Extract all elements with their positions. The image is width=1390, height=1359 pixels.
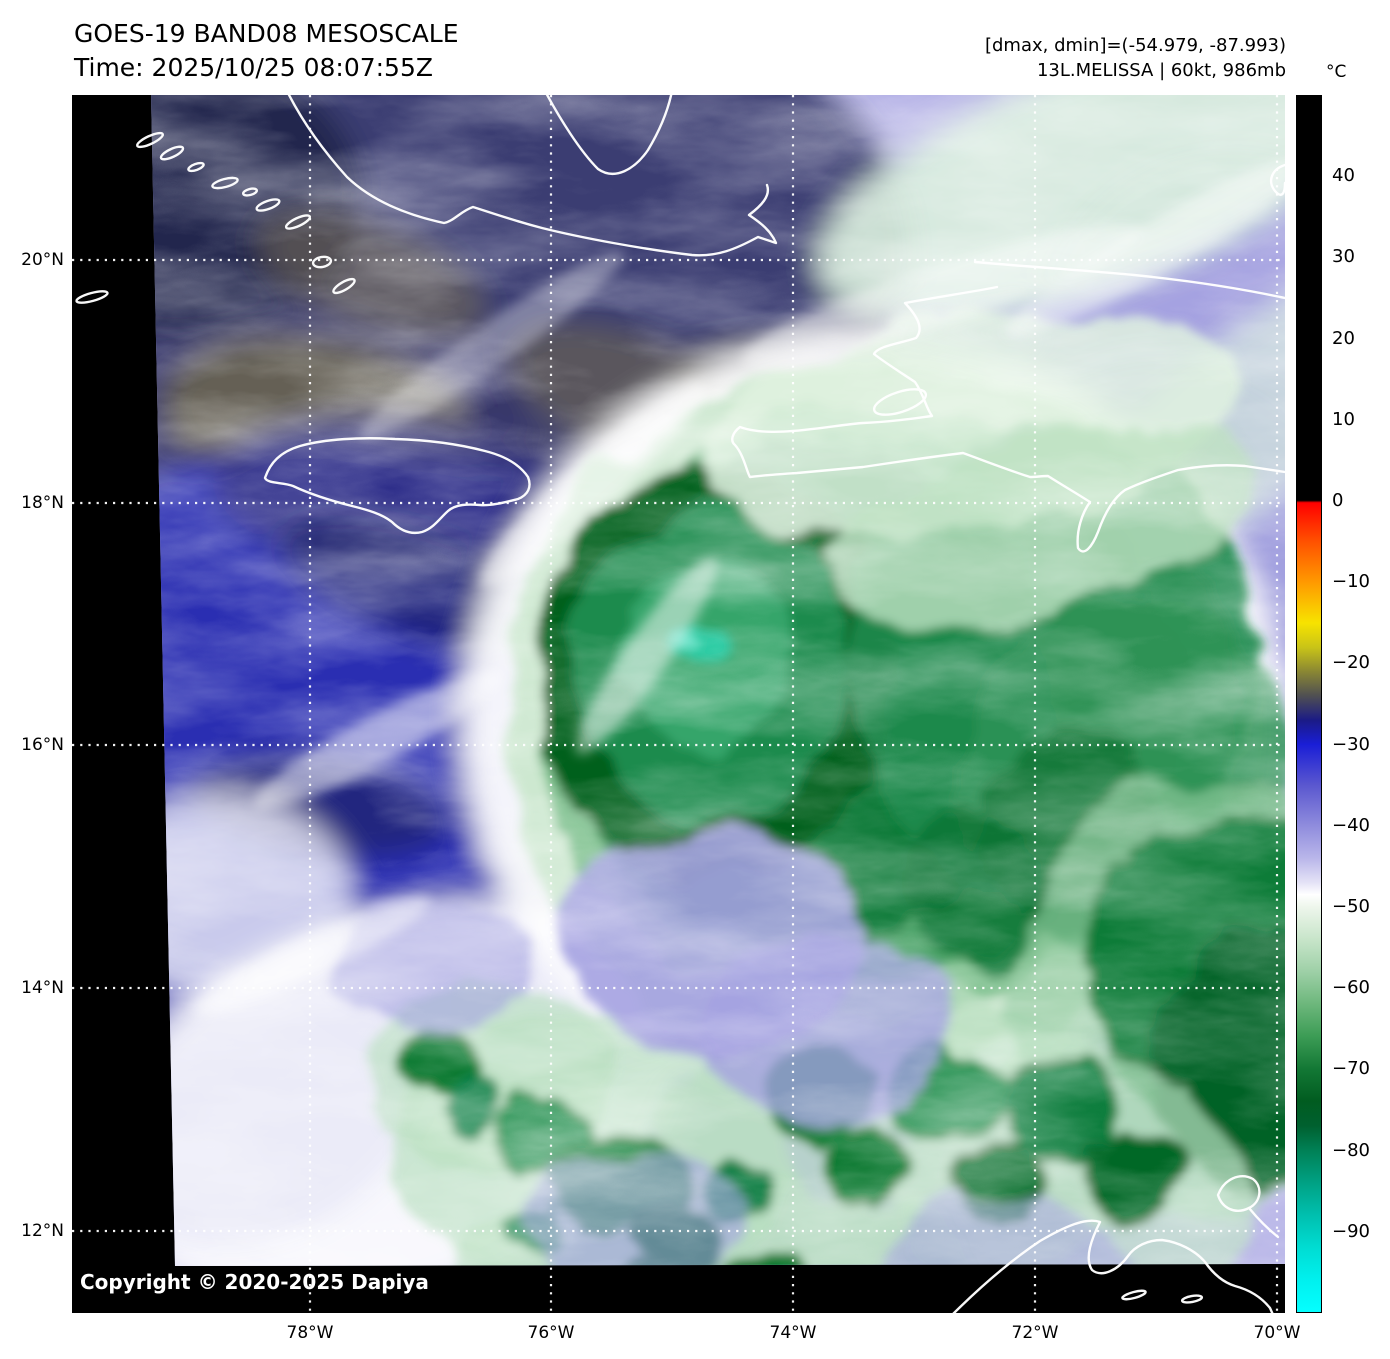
colorbar-tick-label: −90	[1332, 1221, 1370, 1242]
lat-tick-label: 16°N	[21, 735, 64, 755]
header-stats: [dmax, dmin]=(-54.979, -87.993) 13L.MELI…	[985, 33, 1286, 83]
coastline-jamaica	[263, 437, 531, 535]
lat-tick-label: 14°N	[21, 978, 64, 998]
copyright-label: Copyright © 2020-2025 Dapiya	[80, 1270, 429, 1294]
colorbar-tick-label: −70	[1332, 1058, 1370, 1079]
lon-tick-label: 76°W	[527, 1323, 575, 1343]
colorbar-tick-label: −50	[1332, 896, 1370, 917]
colorbar-tick-label: −10	[1332, 571, 1370, 592]
coastline-paraguana-link	[1247, 1206, 1280, 1239]
coastline-hispaniola-north	[973, 260, 1285, 300]
coastline-south-america	[952, 1219, 1274, 1313]
coastline-layer	[75, 95, 1285, 1313]
colorbar-tick-label: 0	[1332, 490, 1344, 511]
coastline-cayman-cays	[75, 131, 356, 304]
coastline-right-edge-island	[1270, 163, 1285, 196]
lon-tick-label: 74°W	[769, 1323, 817, 1343]
coastline-paraguana	[1216, 1175, 1261, 1212]
dmax-dmin-label: [dmax, dmin]=(-54.979, -87.993)	[984, 35, 1286, 56]
colorbar-tick-label: 40	[1332, 165, 1355, 186]
colorbar-gradient	[1296, 95, 1322, 1313]
page-title: GOES-19 BAND08 MESOSCALE	[74, 19, 459, 48]
coastline-abc-island-2	[1180, 1294, 1204, 1304]
coastline-cuba	[287, 95, 778, 257]
coastline-gonave-island	[872, 388, 928, 416]
lat-tick-label: 20°N	[21, 250, 64, 270]
lon-tick-label: 70°W	[1253, 1323, 1301, 1343]
colorbar-tick-label: −60	[1332, 977, 1370, 998]
imagery-layer	[151, 95, 1285, 1266]
coastline-cuba-north	[545, 95, 673, 175]
colorbar-tick-label: 30	[1332, 246, 1355, 267]
colorbar-tick-label: −80	[1332, 1140, 1370, 1161]
coastline-hispaniola	[731, 285, 1285, 553]
storm-info-label: 13L.MELISSA | 60kt, 986mb	[1036, 60, 1286, 81]
lat-tick-label: 18°N	[21, 493, 64, 513]
satellite-image	[72, 95, 1285, 1313]
colorbar-tick-label: 20	[1332, 328, 1355, 349]
lon-tick-label: 78°W	[286, 1323, 334, 1343]
colorbar-tick-label: −20	[1332, 652, 1370, 673]
map-frame	[72, 95, 1285, 1313]
colorbar-tick-label: −40	[1332, 815, 1370, 836]
colorbar-tick-label: 10	[1332, 409, 1355, 430]
grid-layer	[72, 95, 1285, 1313]
coastline-abc-island-1	[1121, 1289, 1147, 1301]
timestamp-label: Time: 2025/10/25 08:07:55Z	[74, 53, 433, 82]
lat-tick-label: 12°N	[21, 1221, 64, 1241]
lon-tick-label: 72°W	[1011, 1323, 1059, 1343]
colorbar-unit-label: °C	[1326, 62, 1347, 82]
colorbar-tick-label: −30	[1332, 734, 1370, 755]
